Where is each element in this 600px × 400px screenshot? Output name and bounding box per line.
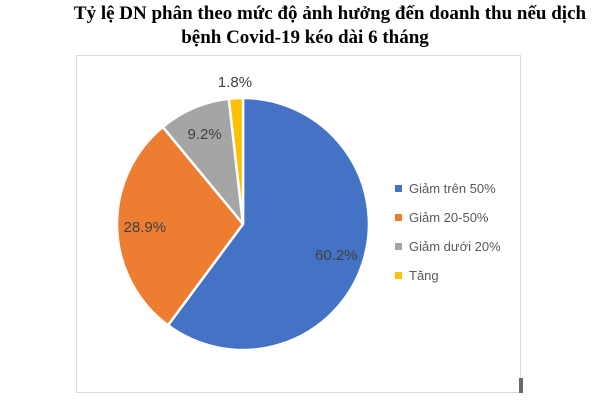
- data-label-0: 60.2%: [315, 247, 358, 264]
- pie-slice-0: [166, 96, 371, 352]
- chart-caption-line-1: Tỷ lệ DN phân theo mức độ ảnh hưởng đến …: [73, 3, 587, 24]
- legend-label: Giảm dưới 20%: [409, 239, 501, 254]
- data-label-1: 28.9%: [124, 219, 167, 236]
- legend-swatch-icon: [395, 185, 402, 192]
- pie-slice-3: [227, 96, 245, 226]
- chart-caption-line-2: bệnh Covid-19 kéo dài 6 tháng: [181, 27, 429, 48]
- chart-object[interactable]: 60.2% 28.9% 9.2% 1.8% Giảm trên 50% Giảm 20-…: [76, 55, 521, 393]
- chart-caption: Tỷ lệ DN phân theo mức độ ảnh hưởng đến …: [0, 2, 600, 50]
- data-label-3: 1.8%: [218, 74, 252, 91]
- legend-swatch-icon: [395, 243, 402, 250]
- legend-label: Giảm 20-50%: [409, 210, 489, 225]
- legend-item-3: Tăng: [395, 261, 501, 290]
- chart-legend: Giảm trên 50% Giảm 20-50% Giảm dưới 20% Tăn…: [395, 174, 501, 290]
- legend-label: Tăng: [409, 268, 439, 283]
- pie-chart: 60.2% 28.9% 9.2% 1.8%: [115, 74, 371, 352]
- legend-swatch-icon: [395, 214, 402, 221]
- data-label-2: 9.2%: [187, 126, 221, 143]
- resize-handle[interactable]: [519, 378, 523, 393]
- legend-item-0: Giảm trên 50%: [395, 174, 501, 203]
- legend-item-1: Giảm 20-50%: [395, 203, 501, 232]
- legend-item-2: Giảm dưới 20%: [395, 232, 501, 261]
- pie-slice-1: [115, 125, 245, 327]
- legend-label: Giảm trên 50%: [409, 181, 496, 196]
- legend-swatch-icon: [395, 272, 402, 279]
